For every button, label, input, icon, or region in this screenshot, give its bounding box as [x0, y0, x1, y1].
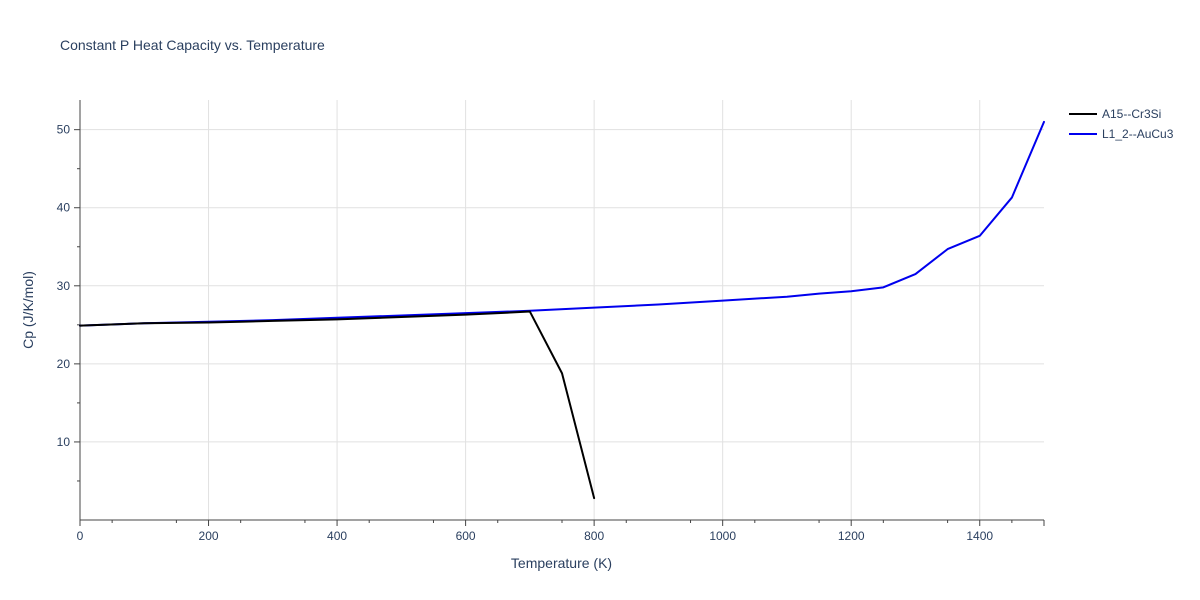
series-line-a15-cr3si: [79, 310, 596, 500]
legend-label: A15--Cr3Si: [1102, 107, 1161, 121]
series-layer: [79, 120, 1045, 500]
x-tick-label: 1200: [838, 529, 865, 543]
y-tick-label: 30: [57, 279, 71, 293]
legend: A15--Cr3Si L1_2--AuCu3: [1069, 107, 1174, 141]
x-tick-label: 600: [456, 529, 476, 543]
x-tick-label: 1400: [966, 529, 993, 543]
x-axis-title: Temperature (K): [511, 555, 612, 571]
x-tick-label: 200: [199, 529, 219, 543]
x-tick-label: 800: [584, 529, 604, 543]
y-tick-label: 20: [57, 357, 71, 371]
legend-label: L1_2--AuCu3: [1102, 127, 1174, 141]
grid-layer: [80, 100, 1044, 520]
x-tick-label: 0: [77, 529, 84, 543]
y-axis-title: Cp (J/K/mol): [20, 271, 36, 349]
y-tick-label: 50: [57, 123, 71, 137]
y-tick-label: 10: [57, 435, 71, 449]
axes-layer: 0 200 400 600 800 1000 1200 1400 10 20 30 40 50: [57, 100, 1045, 543]
chart-title: Constant P Heat Capacity vs. Temperature: [60, 37, 325, 53]
x-tick-label: 1000: [709, 529, 736, 543]
x-tick-label: 400: [327, 529, 347, 543]
y-tick-label: 40: [57, 201, 71, 215]
series-line-l1-2-aucu3: [79, 120, 1045, 327]
